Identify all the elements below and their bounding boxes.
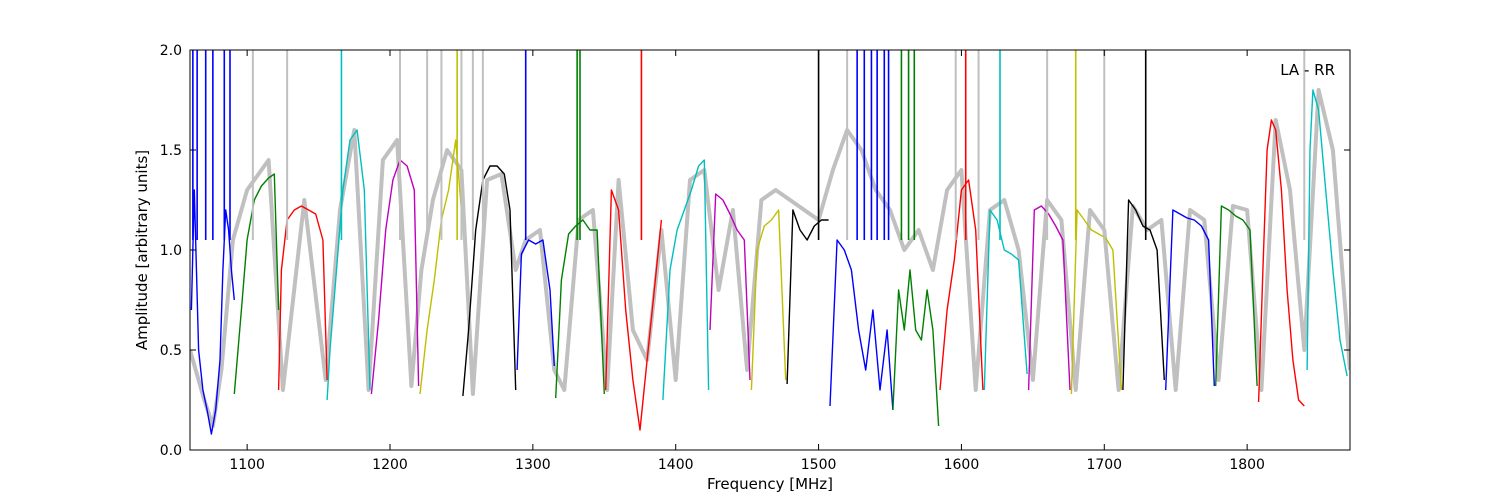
- x-axis-label: Frequency [MHz]: [707, 475, 833, 493]
- series-line-23: [1257, 119, 1305, 407]
- y-tick-label-0: 0.0: [160, 443, 182, 459]
- series-line-0: [190, 189, 235, 435]
- y-axis-label: Amplitude [arbitrary units]: [133, 150, 151, 350]
- y-tick-label-1: 0.5: [160, 343, 182, 359]
- data-layer: [190, 50, 1350, 435]
- series-line-13: [786, 209, 829, 385]
- series-line-18: [1027, 205, 1071, 391]
- x-tick-label-1: 1200: [372, 457, 408, 473]
- panel-annotation: LA - RR: [1280, 61, 1335, 79]
- x-tick-label-5: 1600: [944, 457, 980, 473]
- series-line-1: [233, 173, 280, 395]
- y-axis: 0.0 0.5 1.0 1.5 2.0: [160, 43, 1350, 459]
- series-line-7: [516, 239, 555, 371]
- x-tick-label-4: 1500: [801, 457, 837, 473]
- series-line-17: [983, 209, 1028, 391]
- y-tick-label-4: 2.0: [160, 43, 182, 59]
- series-line-21: [1165, 209, 1215, 391]
- x-tick-label-0: 1100: [229, 457, 265, 473]
- series-line-11: [709, 193, 751, 381]
- x-axis: 1100 1200 1300 1400 1500 1600 1700 1800: [229, 50, 1265, 473]
- y-tick-label-3: 1.5: [160, 143, 182, 159]
- series-line-19: [1070, 209, 1123, 395]
- series-line-9: [605, 189, 663, 431]
- x-tick-label-7: 1800: [1229, 457, 1265, 473]
- series-line-10: [662, 159, 710, 401]
- series-line-22: [1215, 205, 1258, 387]
- y-tick-label-2: 1.0: [160, 243, 182, 259]
- series-line-14: [829, 239, 894, 411]
- series-line-15: [892, 269, 940, 427]
- series-line-2: [277, 205, 328, 391]
- series-line-16: [939, 179, 984, 391]
- series-line-24: [1306, 89, 1348, 377]
- series-line-12: [750, 209, 787, 391]
- series-line-20: [1122, 199, 1165, 391]
- x-tick-label-2: 1300: [515, 457, 551, 473]
- x-tick-label-3: 1400: [658, 457, 694, 473]
- series-line-3: [326, 129, 371, 401]
- series-line-6: [462, 165, 517, 397]
- x-tick-label-6: 1700: [1086, 457, 1122, 473]
- background-trace: [190, 88, 1350, 428]
- series-line-4: [370, 159, 420, 395]
